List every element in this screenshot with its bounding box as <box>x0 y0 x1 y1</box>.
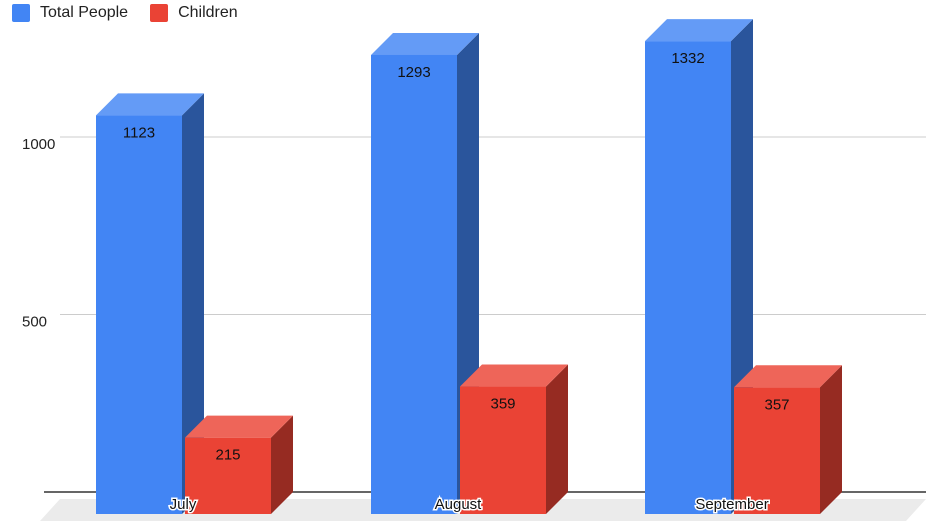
data-label: 1123 <box>123 124 155 141</box>
bar-top <box>185 415 293 438</box>
x-tick-label-july: July <box>170 496 197 513</box>
x-tick-label-september: September <box>695 496 768 513</box>
data-label: 1293 <box>397 64 430 81</box>
legend-item-total-people[interactable]: Total People <box>12 4 128 22</box>
legend-item-children[interactable]: Children <box>150 4 238 22</box>
legend-swatch-children <box>150 4 169 22</box>
bar-front <box>460 386 546 514</box>
bar-top <box>371 32 479 55</box>
legend-label-children: Children <box>178 4 238 21</box>
y-tick-label-500: 500 <box>22 314 47 331</box>
bar-front <box>96 115 182 515</box>
legend-swatch-total-people <box>12 4 30 22</box>
bar-side <box>182 93 204 515</box>
legend: Total People Children <box>12 4 238 22</box>
data-label: 215 <box>215 447 240 464</box>
data-label: 357 <box>764 396 789 413</box>
bar-top <box>645 19 753 42</box>
y-tick-label-1000: 1000 <box>22 136 55 153</box>
bar-children-august: 359 <box>460 364 568 514</box>
bar-total-people-july: 1123 <box>96 93 204 515</box>
bar-front <box>371 54 457 515</box>
bar-total-people-september: 1332 <box>645 19 753 514</box>
data-label: 359 <box>490 396 515 413</box>
bar-side <box>546 364 568 514</box>
bar-top <box>96 93 204 116</box>
bar-side <box>820 365 842 514</box>
bar-front <box>185 437 271 514</box>
bar-top <box>460 364 568 387</box>
data-label: 1332 <box>671 50 704 67</box>
bar-top <box>734 365 842 388</box>
bar-side <box>271 415 293 514</box>
bar-children-july: 215 <box>185 415 293 514</box>
bar-front <box>645 41 731 514</box>
bar-front <box>734 387 820 514</box>
legend-label-total-people: Total People <box>40 4 129 21</box>
x-tick-label-august: August <box>435 496 483 513</box>
bar-children-september: 357 <box>734 365 842 514</box>
